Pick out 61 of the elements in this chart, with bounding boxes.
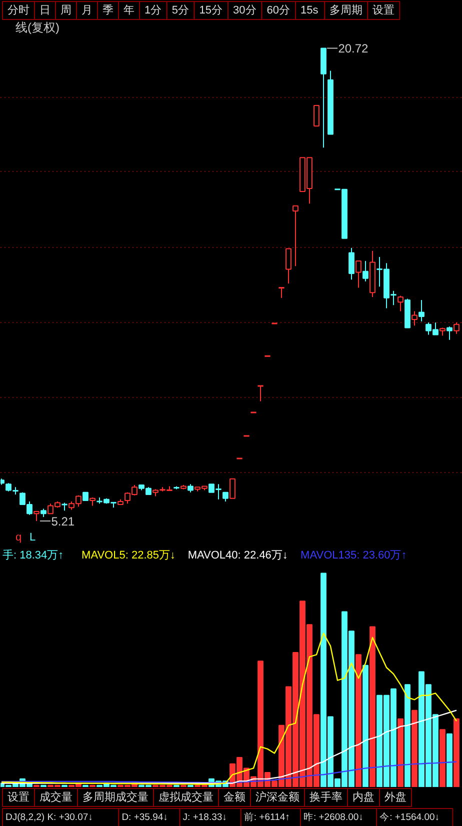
text: 年 — [124, 4, 134, 16]
text: 设置 — [372, 4, 395, 16]
text: J: +18.33↓ — [182, 812, 227, 823]
candlestick — [446, 326, 452, 340]
annotation: L — [30, 532, 36, 544]
annotation: q — [16, 532, 22, 544]
text: 换手率 — [310, 790, 342, 804]
bar — [454, 718, 460, 787]
candlestick — [418, 300, 424, 322]
candlestick — [286, 248, 292, 284]
candlestick — [356, 260, 362, 288]
candlestick — [454, 322, 460, 334]
bar — [398, 718, 404, 787]
candlestick — [34, 511, 40, 522]
text: 内盘 — [352, 790, 374, 804]
text: 金额 — [224, 790, 246, 804]
annotation: 5.21 — [51, 514, 75, 528]
text: 5分 — [172, 4, 190, 16]
text: 今: +1564.00↓ — [380, 811, 440, 823]
text: DJ(8,2,2) K: +30.07↓ — [6, 812, 93, 823]
text: 周 — [60, 4, 72, 16]
text: 季 — [102, 4, 114, 16]
text: MAVOL135: 23.60万↑ — [300, 550, 407, 562]
text: 分时 — [8, 4, 30, 16]
text: 昨: +2608.00↓ — [303, 811, 364, 823]
text: 外盘 — [384, 792, 406, 804]
candlestick — [348, 247, 354, 280]
text: 沪深金额 — [256, 790, 300, 804]
candlestick — [362, 260, 368, 282]
bar — [412, 710, 418, 787]
bar — [362, 664, 368, 787]
text: 手: 18.34万↑ — [2, 548, 64, 562]
candlestick — [412, 310, 418, 326]
text: 1分 — [144, 4, 162, 16]
text: 日 — [40, 4, 50, 16]
text: MAVOL40: 22.46万↓ — [188, 550, 288, 562]
text: 多周期 — [330, 4, 363, 16]
candlestick — [398, 295, 404, 312]
text: 设置 — [8, 792, 30, 804]
annotation: 20.72 — [338, 42, 369, 56]
bar — [440, 729, 446, 787]
text: 月 — [82, 4, 92, 16]
text: 虚拟成交量 — [158, 790, 214, 804]
text: 15分 — [199, 4, 223, 16]
candlestick — [292, 205, 298, 267]
candlestick — [230, 478, 236, 499]
chart-title: 线(复权) — [16, 20, 60, 34]
text: D: +35.94↓ — [122, 812, 168, 823]
text: 15s — [300, 4, 319, 16]
text: MAVOL5: 22.85万↓ — [82, 550, 176, 562]
candlestick — [314, 105, 320, 126]
text: 多周期成交量 — [82, 790, 148, 804]
text: 成交量 — [40, 790, 72, 804]
bar — [446, 733, 452, 787]
bar — [356, 654, 362, 787]
text: 30分 — [233, 4, 256, 16]
bar — [404, 684, 410, 787]
bar — [370, 626, 376, 787]
text: 60分 — [266, 4, 290, 16]
text: 前: +6114↑ — [244, 811, 290, 823]
candlestick — [222, 492, 228, 502]
